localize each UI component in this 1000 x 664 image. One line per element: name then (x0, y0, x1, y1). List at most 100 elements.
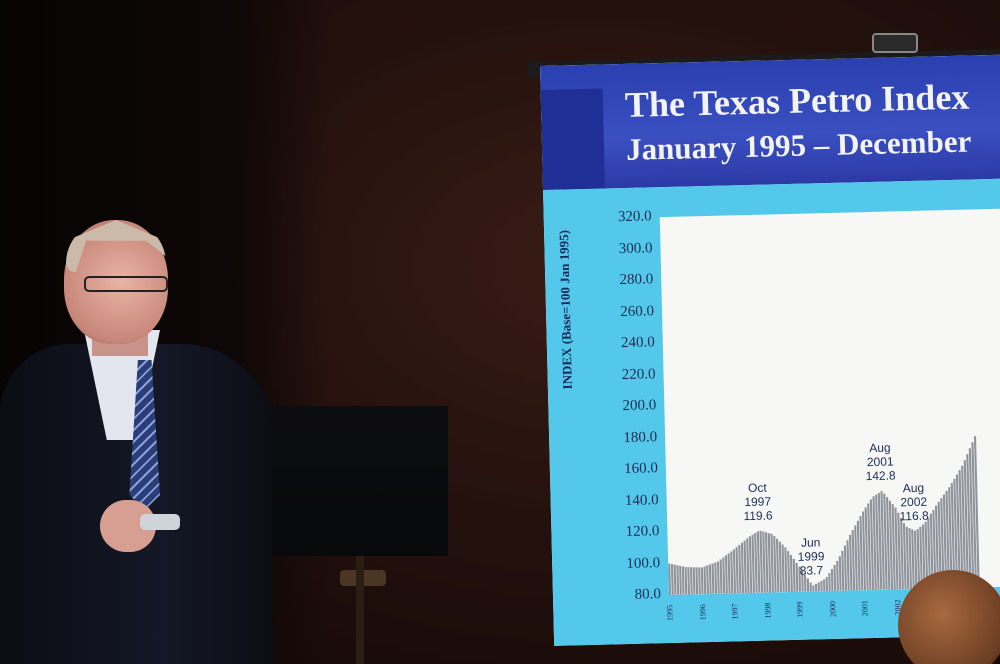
x-tick-label: 2000 (827, 600, 838, 618)
area-bar (801, 570, 804, 592)
area-bar (708, 564, 712, 595)
area-bar (888, 500, 894, 590)
area-bar (894, 507, 899, 590)
area-bar (817, 582, 820, 592)
area-bar (940, 498, 945, 589)
area-bar (727, 553, 731, 594)
area-bar (759, 530, 764, 593)
area-bar (825, 576, 829, 592)
area-bar (891, 504, 896, 590)
area-bar (754, 533, 758, 593)
y-tick-label: 200.0 (622, 397, 657, 415)
area-bar (689, 567, 693, 595)
x-tick-label: 1995 (665, 604, 675, 622)
chart-frame: INDEX (Base=100 Jan 1995) 320.0 300.0 280.… (543, 178, 1000, 646)
area-bar (803, 574, 807, 592)
area-bar (789, 554, 793, 593)
area-bar (861, 511, 867, 591)
y-tick-label: 180.0 (623, 428, 658, 446)
area-bar (900, 517, 904, 590)
y-tick-label: 280.0 (619, 271, 654, 289)
area-bar (676, 565, 680, 595)
area-bar (703, 566, 707, 595)
remote-control (140, 514, 180, 530)
area-bar (820, 580, 823, 592)
slide-subtitle: January 1995 – December (625, 123, 972, 167)
area-bar (740, 542, 745, 594)
area-bar (877, 492, 883, 590)
area-bar (778, 541, 783, 593)
x-tick-label: 1999 (795, 601, 805, 618)
area-bar (695, 567, 699, 595)
area-bar (961, 465, 967, 588)
area-bar (775, 538, 780, 593)
area-bar (830, 568, 834, 592)
area-bar (927, 517, 931, 589)
audience-member-head (898, 570, 1000, 664)
area-bar (973, 436, 980, 588)
area-bar (836, 560, 839, 591)
area-bar (812, 585, 815, 592)
chart-annotation: Oct 1997 119.6 (743, 480, 773, 523)
area-bar (751, 534, 756, 593)
area-bar (908, 528, 913, 590)
header-accent (540, 88, 606, 190)
y-tick-label: 260.0 (620, 302, 655, 320)
area-bar (711, 563, 715, 594)
y-tick-label: 140.0 (624, 491, 659, 509)
area-bar (869, 499, 875, 591)
area-bar (767, 533, 772, 593)
area-bar (773, 535, 777, 593)
area-bar (934, 505, 940, 589)
area-bar (897, 512, 902, 590)
area-bar (968, 448, 975, 588)
area-bar (781, 544, 785, 593)
area-bar (714, 562, 718, 594)
area-bar (687, 567, 691, 595)
area-bar (673, 564, 677, 595)
area-bar (919, 526, 923, 589)
screen-clip (872, 33, 918, 53)
area-bar (784, 547, 788, 593)
chart-annotation: Aug 2002 116.8 (899, 480, 929, 524)
x-tick-label: 1997 (730, 603, 740, 620)
area-bar (746, 538, 750, 594)
area-bar (738, 544, 742, 594)
y-tick-label: 300.0 (618, 239, 653, 257)
area-bar (838, 556, 842, 591)
area-bar (955, 474, 961, 588)
area-bar (911, 529, 915, 590)
y-tick-label: 80.0 (634, 586, 662, 603)
y-tick-label: 120.0 (625, 523, 660, 541)
area-bar (679, 565, 682, 595)
area-bar (670, 564, 674, 595)
area-bar (867, 503, 872, 591)
area-bar (851, 530, 856, 591)
area-bar (724, 555, 728, 594)
area-bar (814, 583, 818, 592)
presenter-glasses (84, 276, 168, 292)
area-bar (735, 547, 739, 594)
area-bar (681, 566, 685, 595)
area-bar (684, 567, 688, 595)
projection-screen: The Texas Petro Index January 1995 – Dec… (540, 54, 1000, 646)
area-bar (913, 530, 918, 589)
area-bar (700, 567, 704, 595)
area-bar (668, 563, 672, 596)
y-tick-label: 220.0 (621, 365, 656, 383)
area-bar (864, 507, 869, 591)
area-bar (823, 579, 826, 592)
area-bar (798, 566, 802, 592)
area-bar (698, 567, 701, 595)
slide-title: The Texas Petro Index (624, 76, 970, 125)
area-bar (948, 487, 953, 589)
area-bar (932, 509, 937, 589)
area-bar (945, 490, 950, 589)
area-bar (872, 496, 877, 590)
area-bar (722, 557, 726, 594)
area-bar (843, 545, 848, 591)
x-tick-label: 1998 (762, 602, 773, 619)
area-bar (902, 523, 907, 590)
area-bar (828, 572, 831, 592)
